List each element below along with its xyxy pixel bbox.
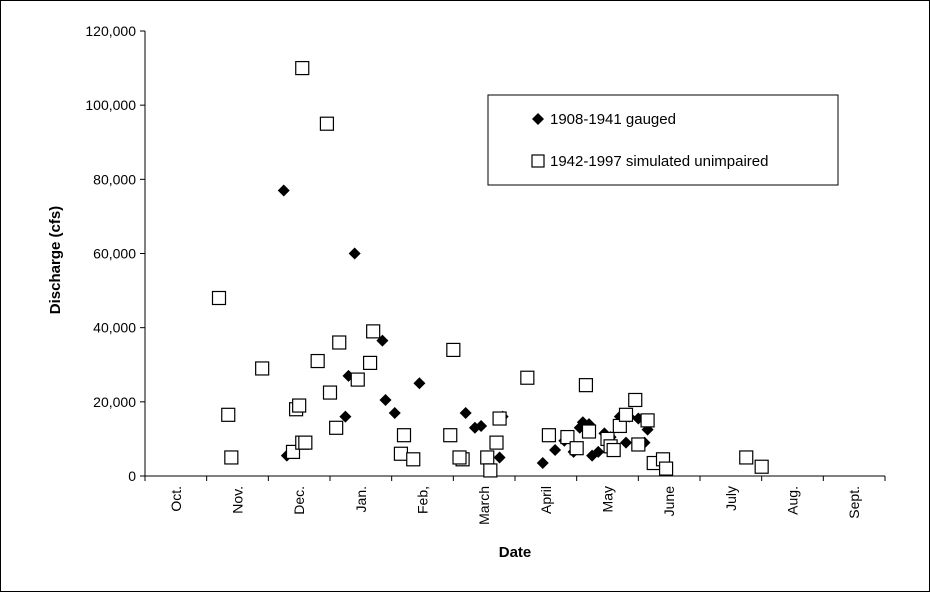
simulated-point <box>618 407 634 422</box>
simulated-point <box>569 441 584 456</box>
gauged-point <box>620 436 632 449</box>
simulated-point <box>298 435 313 450</box>
simulated-point <box>606 442 621 458</box>
y-tick-label: 100,000 <box>85 97 136 113</box>
gauged-point <box>388 406 401 419</box>
simulated-point <box>332 335 347 350</box>
simulated-point <box>489 435 504 450</box>
gauged-point <box>379 393 392 406</box>
y-tick-label: 0 <box>128 468 136 484</box>
x-tick-label: June <box>661 486 677 517</box>
simulated-point <box>480 450 495 465</box>
simulated-point <box>739 450 754 465</box>
simulated-point <box>631 437 646 452</box>
gauged-point <box>348 247 361 260</box>
gauged-point <box>413 377 426 390</box>
gauged-point <box>339 410 352 423</box>
simulated-point <box>211 290 227 306</box>
simulated-point <box>560 429 575 445</box>
y-axis-title: Discharge (cfs) <box>47 206 64 314</box>
data-points <box>211 60 769 478</box>
y-tick-label: 40,000 <box>93 320 136 336</box>
simulated-point <box>446 342 461 358</box>
simulated-point <box>452 450 467 465</box>
legend-square-marker <box>531 154 545 168</box>
simulated-point <box>310 353 325 369</box>
simulated-point <box>221 407 236 422</box>
y-tick-label: 120,000 <box>85 23 136 39</box>
gauged-point <box>475 419 488 432</box>
axes <box>140 30 886 481</box>
simulated-point <box>443 428 458 443</box>
legend-diamond-marker <box>532 113 544 125</box>
x-tick-label: April <box>538 486 554 514</box>
legend-label-gauged: 1908-1941 gauged <box>550 111 676 128</box>
simulated-point <box>362 355 378 370</box>
legend-label-simulated: 1942-1997 simulated unimpaired <box>550 153 768 170</box>
x-tick-label: Jan. <box>353 486 369 512</box>
simulated-point <box>292 398 307 413</box>
simulated-point <box>322 385 338 400</box>
simulated-point <box>628 392 643 408</box>
simulated-point <box>366 324 381 339</box>
x-tick-label: Sept. <box>846 486 862 519</box>
x-tick-label: Aug. <box>785 486 801 515</box>
simulated-point <box>754 459 769 474</box>
gauged-point <box>493 451 506 464</box>
y-tick-label: 60,000 <box>93 246 136 262</box>
simulated-point <box>406 452 421 467</box>
gauged-point <box>277 184 290 197</box>
simulated-point <box>350 372 365 387</box>
simulated-point <box>393 446 409 461</box>
gauged-point <box>549 444 562 457</box>
x-tick-label: Feb, <box>415 486 431 514</box>
simulated-point <box>520 370 535 385</box>
legend: 1908-1941 gauged 1942-1997 simulated uni… <box>487 94 839 186</box>
simulated-point <box>578 378 594 393</box>
simulated-point <box>329 420 344 435</box>
x-tick-label: Dec. <box>291 486 307 515</box>
simulated-point <box>255 361 270 376</box>
simulated-point <box>295 60 310 76</box>
legend-box <box>487 94 839 186</box>
simulated-point <box>658 461 674 476</box>
y-tick-label: 20,000 <box>93 394 136 410</box>
gauged-point <box>536 457 549 470</box>
y-tick-label: 80,000 <box>93 171 136 187</box>
simulated-point <box>541 428 557 443</box>
x-tick-label: Oct. <box>168 486 184 512</box>
simulated-point <box>483 463 498 478</box>
gauged-point <box>592 445 605 458</box>
simulated-point <box>224 450 239 465</box>
gauged-point <box>459 406 472 419</box>
simulated-point <box>396 428 412 443</box>
simulated-point <box>319 116 335 131</box>
x-tick-label: July <box>723 486 739 511</box>
tick-labels: 0 20,000 40,000 60,000 80,000 100,000 120,000 O… <box>85 23 862 525</box>
simulated-point <box>581 424 597 439</box>
x-tick-label: Nov. <box>230 486 246 514</box>
x-axis-title: Date <box>499 544 532 561</box>
x-tick-label: May <box>600 486 616 512</box>
simulated-point <box>640 413 655 428</box>
x-tick-label: March <box>476 486 492 525</box>
simulated-point <box>492 411 507 426</box>
